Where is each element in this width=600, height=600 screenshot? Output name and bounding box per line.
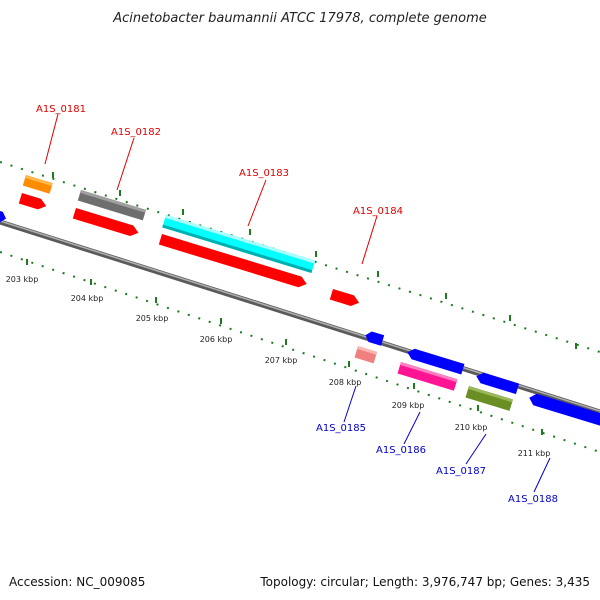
gene-label-a1s-0181[interactable]: A1S_0181 — [36, 104, 86, 115]
kbp-label: 203 kbp — [6, 275, 39, 284]
gene-label-a1s-0188[interactable]: A1S_0188 — [508, 494, 558, 505]
gene-left-blue[interactable] — [0, 211, 8, 224]
gene-label-a1s-0182[interactable]: A1S_0182 — [111, 127, 161, 138]
gene-a1s-0188-blue[interactable] — [527, 392, 600, 427]
kbp-label: 210 kbp — [455, 423, 488, 432]
gene-a1s-0186-blue[interactable] — [406, 347, 465, 375]
gene-label-a1s-0184[interactable]: A1S_0184 — [353, 206, 403, 217]
genome-summary-text: Topology: circular; Length: 3,976,747 bp… — [259, 575, 590, 589]
kbp-label: 205 kbp — [136, 314, 169, 323]
gene-a1s-0181-red[interactable] — [18, 193, 48, 211]
kbp-labels: 203 kbp 204 kbp 205 kbp 206 kbp 207 kbp … — [6, 275, 551, 458]
gene-a1s-0183-red[interactable] — [158, 234, 309, 289]
gene-a1s-0186-magenta[interactable] — [397, 362, 458, 391]
kbp-label: 207 kbp — [265, 356, 298, 365]
gene-label-a1s-0186[interactable]: A1S_0186 — [376, 445, 426, 456]
lower-major-ticks — [26, 259, 543, 435]
accession-text: Accession: NC_009085 — [9, 575, 145, 589]
map-title: Acinetobacter baumannii ATCC 17978, comp… — [112, 11, 487, 26]
gene-a1s-0187-olive[interactable] — [465, 386, 513, 411]
leader-lines-lower — [343, 385, 551, 493]
kbp-label: 206 kbp — [200, 335, 233, 344]
kbp-label: 211 kbp — [518, 449, 551, 458]
leader-lines-upper — [44, 113, 378, 265]
kbp-label: 208 kbp — [329, 378, 362, 387]
gene-a1s-0187-blue[interactable] — [475, 371, 520, 395]
gene-label-a1s-0187[interactable]: A1S_0187 — [436, 466, 486, 477]
upper-major-ticks — [52, 172, 577, 349]
gene-a1s-0182-gray[interactable] — [77, 190, 147, 221]
gene-label-a1s-0183[interactable]: A1S_0183 — [239, 168, 289, 179]
gene-a1s-0185-blue[interactable] — [364, 330, 385, 346]
gene-a1s-0181-orange[interactable] — [22, 175, 53, 194]
gene-label-a1s-0185[interactable]: A1S_0185 — [316, 423, 366, 434]
gene-a1s-0185-pink[interactable] — [354, 346, 378, 364]
kbp-label: 209 kbp — [392, 401, 425, 410]
gene-a1s-0182-red[interactable] — [72, 208, 140, 238]
gene-a1s-0183-cyan[interactable] — [162, 215, 316, 274]
kbp-label: 204 kbp — [71, 294, 104, 303]
gene-a1s-0184-red[interactable] — [329, 289, 361, 308]
